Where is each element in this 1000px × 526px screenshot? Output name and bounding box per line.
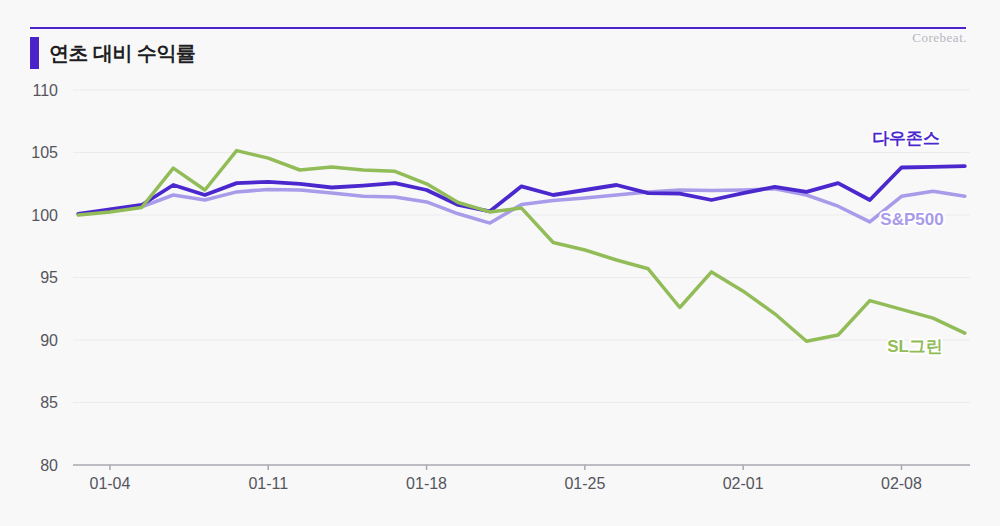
y-tick-label: 90 — [40, 332, 58, 349]
page-title: 연초 대비 수익률 — [49, 40, 196, 67]
y-tick-label: 85 — [40, 394, 58, 411]
x-tick-label: 02-08 — [881, 475, 922, 492]
title-accent-bar — [30, 37, 39, 69]
chart-card: Corebeat. 연초 대비 수익률 110 105 100 95 90 85 80 01-… — [0, 0, 1000, 526]
line-chart: 110 105 100 95 90 85 80 01-04 01-11 01-18 01-25 02-… — [0, 0, 1000, 526]
series-label-dowjones: 다우존스 — [872, 129, 940, 148]
y-tick-label: 100 — [31, 207, 58, 224]
y-tick-label: 105 — [31, 144, 58, 161]
x-axis-labels: 01-04 01-11 01-18 01-25 02-01 02-08 — [89, 465, 922, 492]
y-tick-label: 110 — [32, 82, 58, 99]
series-line-slgreen — [78, 151, 965, 342]
title-row: 연초 대비 수익률 — [30, 36, 196, 70]
y-axis-labels: 110 105 100 95 90 85 80 — [31, 82, 58, 474]
brand-watermark: Corebeat. — [912, 30, 967, 46]
x-tick-label: 01-11 — [248, 475, 288, 492]
x-tick-label: 01-04 — [89, 475, 130, 492]
y-tick-label: 80 — [40, 457, 58, 474]
x-tick-label: 01-25 — [564, 475, 605, 492]
series-label-slgreen: SL그린 — [887, 337, 943, 356]
x-tick-label: 01-18 — [406, 475, 447, 492]
y-tick-label: 95 — [40, 269, 58, 286]
x-tick-label: 02-01 — [723, 475, 764, 492]
series-label-sp500: S&P500 — [880, 210, 943, 229]
top-accent-rule — [30, 27, 966, 29]
gridlines — [73, 90, 970, 403]
